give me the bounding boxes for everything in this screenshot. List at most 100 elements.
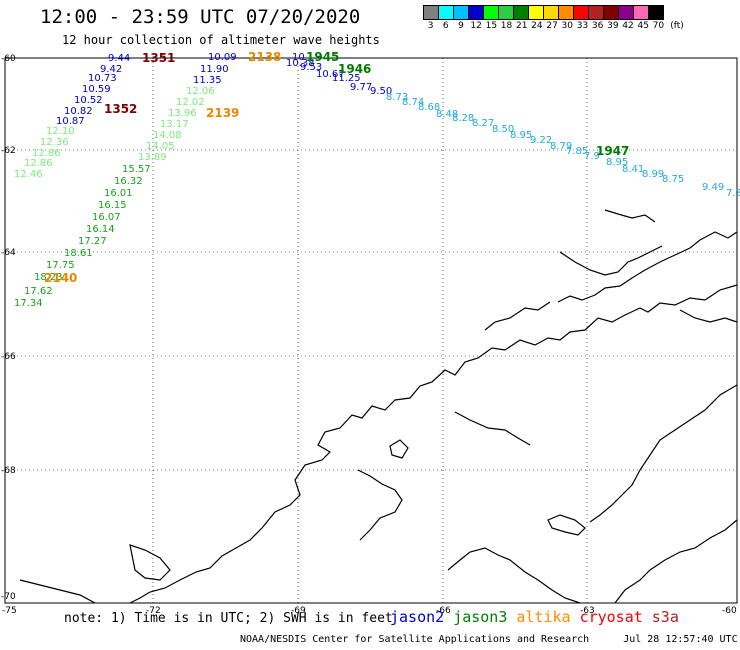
wave-height-value: 14.08 <box>153 130 182 141</box>
graticule <box>5 58 737 603</box>
legend-label-14: 45 <box>637 21 649 31</box>
legend-label-2: 9 <box>458 21 464 31</box>
legend-label-8: 27 <box>546 21 558 31</box>
lat-label-3: -66 <box>1 352 16 362</box>
wave-height-value: 9.44 <box>108 53 130 64</box>
pass-time-label: 2138 <box>248 50 281 64</box>
map-title: 12:00 - 23:59 UTC 07/20/2020 <box>40 6 361 28</box>
wave-height-value: 18.23 <box>34 272 63 283</box>
wave-height-value: 10.38 <box>286 58 315 69</box>
lon-label-3: -66 <box>436 606 451 616</box>
wave-height-value: 17.62 <box>24 286 53 297</box>
lat-label-0: -60 <box>1 54 16 64</box>
wave-height-value: 8.79 <box>550 141 572 152</box>
credit-line: NOAA/NESDIS Center for Satellite Applica… <box>240 634 740 645</box>
legend-label-5: 18 <box>500 21 513 31</box>
wave-height-value: 16.15 <box>98 200 127 211</box>
satellite-jason2: jason2 <box>390 608 445 626</box>
wave-height-value: 10.73 <box>88 73 117 84</box>
wave-height-value: 8.75 <box>662 174 684 185</box>
lon-label-0: -75 <box>2 606 17 616</box>
lon-label-5: -60 <box>722 606 737 616</box>
wave-height-value: 8.48 <box>436 109 458 120</box>
wave-height-value: 12.10 <box>46 126 75 137</box>
wave-height-value: 10.82 <box>64 106 93 117</box>
wave-height-value: 12.86 <box>24 158 53 169</box>
wave-height-value: 14.05 <box>146 141 175 152</box>
satellite-cryosat: cryosat <box>579 608 643 626</box>
wave-height-value: 10.52 <box>74 95 103 106</box>
credit-org: NOAA/NESDIS Center for Satellite Applica… <box>240 634 590 645</box>
wave-height-value: 12.36 <box>40 137 69 148</box>
wave-height-value: 8.95 <box>510 130 532 141</box>
wave-height-value: 17.75 <box>46 260 75 271</box>
lon-label-4: -63 <box>580 606 595 616</box>
wave-height-value: 10.59 <box>82 84 111 95</box>
legend-label-6: 21 <box>515 21 528 31</box>
lon-label-1: -72 <box>146 606 161 616</box>
wave-height-value: 9.22 <box>530 135 552 146</box>
wave-height-value: 8.74 <box>402 97 424 108</box>
pass-time-label: 1945 <box>306 50 339 64</box>
satellite-altika: altika <box>516 608 571 626</box>
footnote: note: 1) Time is in UTC; 2) SWH is in fe… <box>64 611 393 626</box>
wave-height-value: 11.25 <box>332 73 361 84</box>
legend-label-11: 36 <box>591 21 604 31</box>
legend-label-10: 33 <box>576 21 589 31</box>
wave-height-value: 9.49 <box>702 182 724 193</box>
legend-swatch-15 <box>648 5 664 20</box>
wave-height-value: 9.77 <box>350 82 372 93</box>
legend-label-7: 24 <box>531 21 543 31</box>
wave-height-value: 10.87 <box>56 116 85 127</box>
wave-height-value: 10.09 <box>208 52 237 63</box>
legend-label-9: 30 <box>561 21 573 31</box>
wave-height-value: 16.32 <box>114 176 143 187</box>
wave-height-value: 8.68 <box>418 102 440 113</box>
wave-height-value: 17.34 <box>14 298 43 309</box>
legend-unit: (ft) <box>670 21 684 31</box>
wave-height-value: 12.46 <box>14 169 43 180</box>
pass-time-label: 2139 <box>206 106 239 120</box>
wave-height-value: 16.07 <box>92 212 121 223</box>
legend-label-15: 70 <box>652 21 665 31</box>
wave-height-tracks: 9.449.4210.7310.5910.5210.8210.8712.1012… <box>14 52 740 309</box>
wave-height-value: 10.67 <box>316 69 345 80</box>
lat-label-4: -68 <box>1 466 16 476</box>
pass-time-label: 1947 <box>596 144 629 158</box>
legend-label-4: 15 <box>485 21 498 31</box>
wave-height-value: 17.27 <box>78 236 107 247</box>
legend-label-12: 39 <box>607 21 619 31</box>
pass-time-label: 1352 <box>104 102 137 116</box>
legend-label-3: 12 <box>470 21 482 31</box>
latitude-labels: -60 -62 -64 -66 -68 -70 <box>1 54 16 602</box>
wave-height-value: 12.02 <box>176 97 205 108</box>
wave-height-value: 12.06 <box>186 86 215 97</box>
wave-height-value: 8.95 <box>606 157 628 168</box>
lat-label-2: -64 <box>1 248 16 258</box>
pass-time-label: 1351 <box>142 51 175 65</box>
wave-height-value: 13.17 <box>160 119 189 130</box>
pass-time-label: 2140 <box>44 271 77 285</box>
pass-time-label: 1946 <box>338 62 371 76</box>
wave-height-value: 11.35 <box>193 75 222 86</box>
longitude-labels: -75 -72 -69 -66 -63 -60 <box>2 606 737 616</box>
wave-height-value: 8.28 <box>452 113 474 124</box>
wave-height-value: 16.01 <box>104 188 133 199</box>
wave-height-value: 12.86 <box>32 148 61 159</box>
wave-height-value: 8.27 <box>472 118 494 129</box>
legend-label-13: 42 <box>622 21 634 31</box>
map-subtitle: 12 hour collection of altimeter wave hei… <box>62 33 380 47</box>
legend-label-0: 3 <box>427 21 434 31</box>
wave-height-value: 9.42 <box>100 64 122 75</box>
wave-height-value: 7.85 <box>566 146 588 157</box>
wave-height-value: 9.53 <box>300 62 322 73</box>
lon-label-2: -69 <box>291 606 306 616</box>
wave-height-value: 8.99 <box>642 169 664 180</box>
wave-height-value: 8.50 <box>492 124 514 135</box>
color-legend <box>423 5 664 24</box>
wave-height-value: 8.73 <box>386 92 408 103</box>
satellite-s3a: s3a <box>651 608 679 626</box>
satellite-legend: jason2 jason3 altika cryosat s3a <box>390 608 688 626</box>
wave-height-value: 13.89 <box>138 152 167 163</box>
